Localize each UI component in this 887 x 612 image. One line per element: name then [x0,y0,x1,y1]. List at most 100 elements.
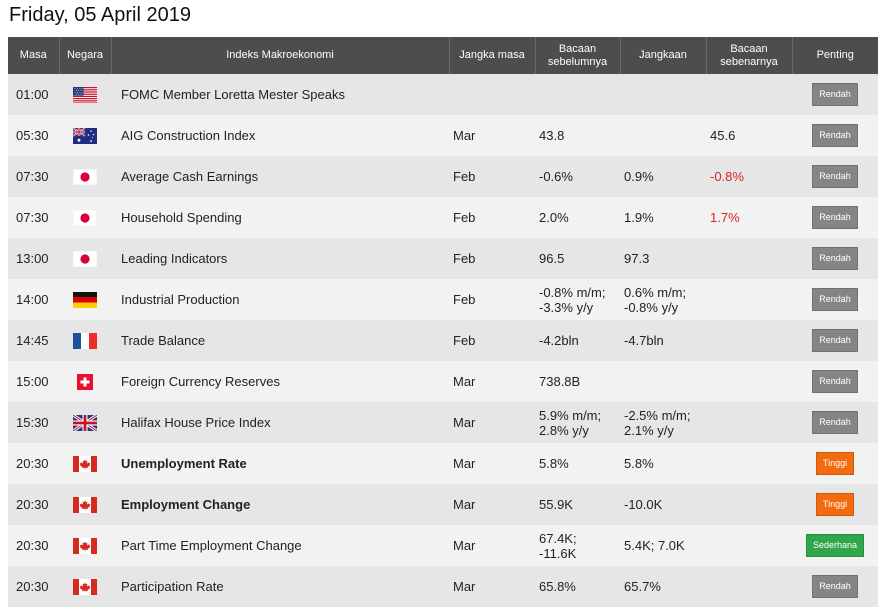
importance-cell: Rendah [792,279,878,320]
previous-value: 96.5 [539,251,565,266]
canada-flag-icon [73,455,97,472]
actual-value: 45.6 [710,128,736,143]
event-period: Mar [453,579,476,594]
event-period: Feb [453,169,476,184]
previous-value: 2.0% [539,210,569,225]
actual-value [706,566,792,607]
importance-badge: Rendah [812,288,858,311]
forecast-value: 5.4K; 7.0K [624,538,685,553]
header-event: Indeks Makroekonomi [111,37,450,74]
country-flag [59,156,111,197]
importance-badge: Rendah [812,83,858,106]
japan-flag-icon [73,209,97,226]
previous-value [535,74,620,115]
header-country: Negara [59,37,112,74]
economic-calendar-table: Masa Negara Indeks Makroekonomi Jangka m… [8,37,878,607]
event-name: Employment Change [121,497,251,512]
canada-flag-icon [73,537,97,554]
event-period: Mar [453,128,476,143]
forecast-value: 65.7% [624,579,661,594]
importance-badge: Rendah [812,329,858,352]
previous-value: 43.8 [539,128,565,143]
event-name: Trade Balance [121,333,206,348]
event-name: Unemployment Rate [121,456,247,471]
event-name: Industrial Production [121,292,240,307]
importance-cell: Rendah [792,361,878,402]
table-row: 20:30 Unemployment Rate Mar 5.8% 5.8% Tinggi [8,443,878,484]
event-time: 13:00 [16,251,49,266]
event-time: 14:45 [16,333,49,348]
actual-value [706,74,792,115]
forecast-value [620,361,706,402]
importance-cell: Tinggi [792,484,878,525]
importance-badge: Rendah [812,165,858,188]
event-name: Foreign Currency Reserves [121,374,280,389]
event-name: Leading Indicators [121,251,228,266]
table-row: 15:00 Foreign Currency Reserves Mar 738.8B R… [8,361,878,402]
event-period: Feb [453,292,476,307]
event-name: Part Time Employment Change [121,538,302,553]
previous-value: 5.9% m/m; 2.8% y/y [539,407,602,438]
forecast-value: -2.5% m/m; 2.1% y/y [624,407,691,438]
event-name: Average Cash Earnings [121,169,259,184]
forecast-value [620,74,706,115]
table-row: 07:30 Average Cash Earnings Feb -0.6% 0.9% -0… [8,156,878,197]
switzerland-flag-icon [73,373,97,390]
header-previous: Bacaan sebelumnya [535,37,621,74]
japan-flag-icon [73,250,97,267]
table-row: 20:30 Employment Change Mar 55.9K -10.0K Ting… [8,484,878,525]
table-row: 20:30 Participation Rate Mar 65.8% 65.7% Rend… [8,566,878,607]
table-header: Masa Negara Indeks Makroekonomi Jangka m… [8,37,878,74]
previous-value: -0.6% [539,169,573,184]
table-row: 15:30 Halifax House Price Index Mar 5.9% m/… [8,402,878,443]
actual-value [706,238,792,279]
country-flag [59,566,111,607]
actual-value: 1.7% [710,210,740,225]
importance-cell: Rendah [792,320,878,361]
actual-value: -0.8% [710,169,744,184]
actual-value [706,361,792,402]
event-name: FOMC Member Loretta Mester Speaks [121,87,345,102]
event-name: AIG Construction Index [121,128,256,143]
country-flag [59,279,111,320]
australia-flag-icon [73,127,97,144]
table-row: 14:00 Industrial Production Feb -0.8% m/m; … [8,279,878,320]
event-name: Household Spending [121,210,242,225]
importance-cell: Rendah [792,74,878,115]
event-time: 20:30 [16,497,49,512]
event-name: Participation Rate [121,579,224,594]
country-flag [59,197,111,238]
country-flag [59,484,111,525]
event-period [449,74,535,115]
table-row: 14:45 Trade Balance Feb -4.2bln -4.7bln Renda… [8,320,878,361]
france-flag-icon [73,332,97,349]
event-period: Feb [453,210,476,225]
actual-value [706,320,792,361]
uk-flag-icon [73,414,97,431]
header-actual: Bacaan sebenarnya [706,37,793,74]
event-period: Feb [453,333,476,348]
event-time: 07:30 [16,169,49,184]
actual-value [706,484,792,525]
importance-cell: Rendah [792,197,878,238]
forecast-value: 0.6% m/m; -0.8% y/y [624,284,687,315]
previous-value: 67.4K; -11.6K [539,530,577,561]
actual-value [706,443,792,484]
importance-cell: Rendah [792,566,878,607]
event-period: Mar [453,374,476,389]
forecast-value: 97.3 [624,251,650,266]
importance-badge: Rendah [812,247,858,270]
previous-value: 65.8% [539,579,576,594]
forecast-value: -4.7bln [624,333,664,348]
us-flag-icon [73,86,97,103]
table-row: 13:00 Leading Indicators Feb 96.5 97.3 Rendah [8,238,878,279]
event-period: Mar [453,456,476,471]
importance-cell: Rendah [792,156,878,197]
importance-cell: Sederhana [792,525,878,566]
event-time: 14:00 [16,292,49,307]
table-row: 20:30 Part Time Employment Change Mar 67.4K… [8,525,878,566]
previous-value: -0.8% m/m; -3.3% y/y [539,284,606,315]
country-flag [59,320,111,361]
event-period: Feb [453,251,476,266]
importance-badge: Rendah [812,411,858,434]
